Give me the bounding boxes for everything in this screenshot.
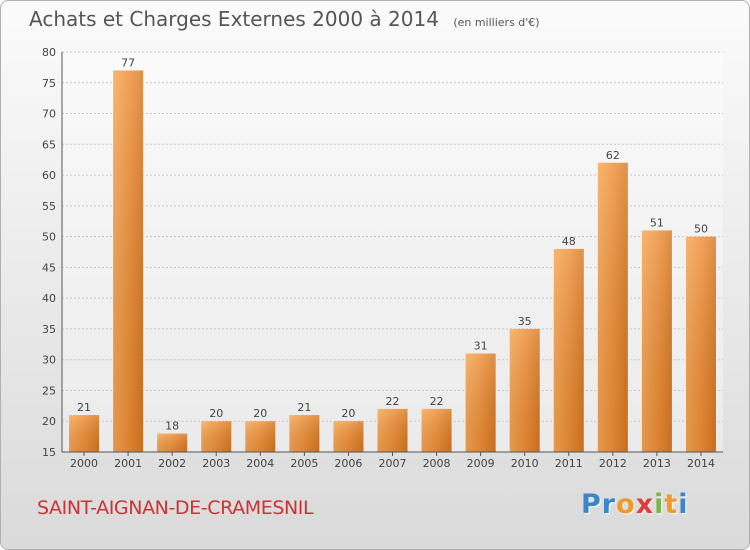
bar-shade bbox=[113, 70, 144, 452]
y-tick-label: 35 bbox=[42, 323, 56, 336]
data-label: 20 bbox=[341, 407, 355, 420]
bar-shade bbox=[553, 248, 584, 452]
logo-letter: t bbox=[664, 489, 679, 520]
logo-letter: i bbox=[654, 489, 665, 520]
y-tick-label: 75 bbox=[42, 77, 56, 90]
bar-shade bbox=[245, 421, 276, 452]
data-label: 18 bbox=[165, 420, 179, 433]
bar-shade bbox=[641, 230, 672, 452]
y-tick-label: 20 bbox=[42, 415, 56, 428]
x-tick-label: 2005 bbox=[290, 457, 318, 470]
data-label: 22 bbox=[430, 395, 444, 408]
y-tick-label: 65 bbox=[42, 138, 56, 151]
x-tick-label: 2002 bbox=[158, 457, 186, 470]
data-label: 51 bbox=[650, 216, 664, 229]
y-tick-label: 45 bbox=[42, 261, 56, 274]
data-label: 50 bbox=[694, 223, 708, 236]
data-label: 77 bbox=[121, 56, 135, 69]
data-label: 20 bbox=[209, 407, 223, 420]
x-tick-label: 2008 bbox=[423, 457, 451, 470]
x-tick-label: 2011 bbox=[555, 457, 583, 470]
logo-letter: P bbox=[581, 489, 602, 520]
data-label: 22 bbox=[386, 395, 400, 408]
y-tick-label: 40 bbox=[42, 292, 56, 305]
bar-shade bbox=[289, 415, 320, 452]
logo-letter: i bbox=[678, 489, 689, 520]
y-tick-label: 55 bbox=[42, 200, 56, 213]
chart-title-block: Achats et Charges Externes 2000 à 2014 (… bbox=[29, 7, 540, 31]
data-label: 31 bbox=[474, 340, 488, 353]
data-label: 62 bbox=[606, 149, 620, 162]
x-tick-label: 2009 bbox=[467, 457, 495, 470]
x-tick-label: 2004 bbox=[246, 457, 274, 470]
x-tick-label: 2014 bbox=[687, 457, 715, 470]
logo-letter: r bbox=[601, 489, 617, 520]
bar-shade bbox=[509, 328, 540, 452]
logo-letter: o bbox=[616, 489, 636, 520]
x-tick-label: 2013 bbox=[643, 457, 671, 470]
bar-shade bbox=[333, 421, 364, 452]
x-tick-label: 2010 bbox=[511, 457, 539, 470]
bar-shade bbox=[597, 162, 628, 452]
x-tick-label: 2001 bbox=[114, 457, 142, 470]
proxiti-logo: Proxiti bbox=[581, 489, 689, 520]
bar-shade bbox=[157, 433, 188, 452]
chart-subtitle: (en milliers d'€) bbox=[453, 16, 540, 29]
x-tick-label: 2007 bbox=[379, 457, 407, 470]
bar-shade bbox=[377, 408, 408, 452]
y-tick-label: 50 bbox=[42, 231, 56, 244]
y-tick-label: 70 bbox=[42, 108, 56, 121]
x-tick-label: 2012 bbox=[599, 457, 627, 470]
bar-layer bbox=[69, 70, 716, 452]
chart-title: Achats et Charges Externes 2000 à 2014 bbox=[29, 7, 439, 31]
place-name: SAINT-AIGNAN-DE-CRAMESNIL bbox=[37, 497, 314, 519]
data-label: 35 bbox=[518, 315, 532, 328]
x-tick-label: 2006 bbox=[334, 457, 362, 470]
bar-shade bbox=[685, 236, 716, 452]
y-tick-label: 80 bbox=[42, 46, 56, 59]
data-label: 21 bbox=[77, 401, 91, 414]
y-tick-label: 30 bbox=[42, 354, 56, 367]
data-label: 21 bbox=[297, 401, 311, 414]
bar-shade bbox=[201, 421, 232, 452]
y-tick-label: 60 bbox=[42, 169, 56, 182]
x-tick-label: 2003 bbox=[202, 457, 230, 470]
data-label: 20 bbox=[253, 407, 267, 420]
logo-letter: x bbox=[635, 489, 655, 520]
bar-shade bbox=[69, 415, 100, 452]
axis-layer: 15 20 25 30 35 40 45 50 55 60 65 70 75 80 21 2000 77 2001… bbox=[42, 46, 723, 470]
data-label: 48 bbox=[562, 235, 576, 248]
y-tick-label: 15 bbox=[42, 446, 56, 459]
x-tick-label: 2000 bbox=[70, 457, 98, 470]
bar-shade bbox=[421, 408, 452, 452]
y-tick-label: 25 bbox=[42, 384, 56, 397]
bar-shade bbox=[465, 353, 496, 452]
